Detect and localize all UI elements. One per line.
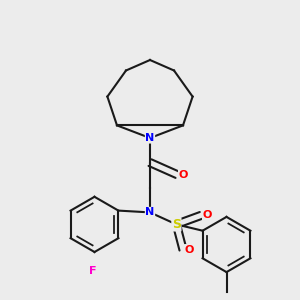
Text: F: F: [89, 266, 97, 275]
Text: N: N: [146, 133, 154, 143]
Text: O: O: [184, 244, 194, 255]
Text: N: N: [146, 207, 154, 218]
Text: S: S: [172, 218, 181, 231]
Text: O: O: [202, 210, 212, 220]
Text: O: O: [178, 169, 188, 180]
